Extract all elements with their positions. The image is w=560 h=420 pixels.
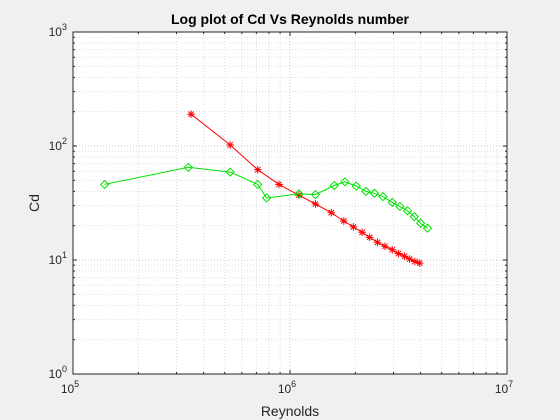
asterisk-marker	[327, 208, 336, 217]
asterisk-marker	[253, 165, 262, 174]
asterisk-marker	[365, 233, 374, 242]
diamond-marker	[100, 179, 110, 190]
asterisk-marker	[373, 238, 382, 247]
asterisk-marker	[388, 245, 397, 254]
series-line	[104, 166, 428, 229]
y-tick-label: 102	[49, 136, 67, 153]
x-tick-label: 107	[495, 379, 513, 396]
asterisk-marker	[311, 200, 320, 208]
x-tick-labels: 105 106 107	[61, 379, 513, 396]
y-tick-labels: 100 101 102 103	[49, 22, 67, 381]
x-tick-label: 105	[61, 379, 79, 396]
y-tick-label: 101	[49, 250, 67, 267]
diamond-marker	[361, 186, 371, 197]
grid	[72, 32, 507, 375]
tick-marks	[72, 32, 507, 375]
diamond-marker	[387, 197, 397, 208]
asterisk-marker	[275, 180, 283, 189]
asterisk-marker	[226, 141, 234, 149]
data-series	[100, 110, 433, 267]
diamond-marker	[369, 188, 380, 198]
asterisk-marker	[381, 242, 389, 251]
chart-title: Log plot of Cd Vs Reynolds number	[171, 11, 410, 27]
asterisk-marker	[415, 259, 424, 267]
series-2	[100, 162, 433, 233]
asterisk-marker	[400, 252, 409, 260]
asterisk-marker	[411, 257, 419, 266]
x-tick-label: 106	[278, 379, 296, 396]
asterisk-marker	[187, 110, 195, 119]
y-tick-label: 100	[49, 364, 67, 381]
diamond-marker	[225, 167, 235, 177]
asterisk-marker	[394, 249, 403, 258]
diamond-marker	[422, 223, 433, 233]
diamond-marker	[351, 181, 361, 191]
y-tick-label: 103	[49, 22, 67, 39]
diamond-marker	[183, 162, 194, 173]
diamond-marker	[395, 201, 405, 212]
diamond-marker	[340, 177, 350, 187]
diamond-marker	[402, 206, 413, 216]
x-axis-label: Reynolds	[261, 403, 319, 419]
asterisk-marker	[349, 223, 358, 231]
diamond-marker	[261, 193, 272, 203]
asterisk-marker	[295, 191, 303, 200]
diamond-marker	[310, 189, 321, 200]
diamond-marker	[378, 191, 388, 202]
diamond-marker	[415, 218, 426, 228]
asterisk-marker	[340, 217, 348, 225]
diamond-marker	[409, 211, 420, 222]
diamond-marker	[329, 180, 340, 191]
diamond-marker	[253, 179, 263, 190]
series-1	[187, 110, 424, 267]
asterisk-marker	[358, 228, 366, 237]
y-axis-label: Cd	[26, 194, 42, 212]
asterisk-marker	[405, 255, 414, 263]
diamond-marker	[294, 189, 304, 199]
